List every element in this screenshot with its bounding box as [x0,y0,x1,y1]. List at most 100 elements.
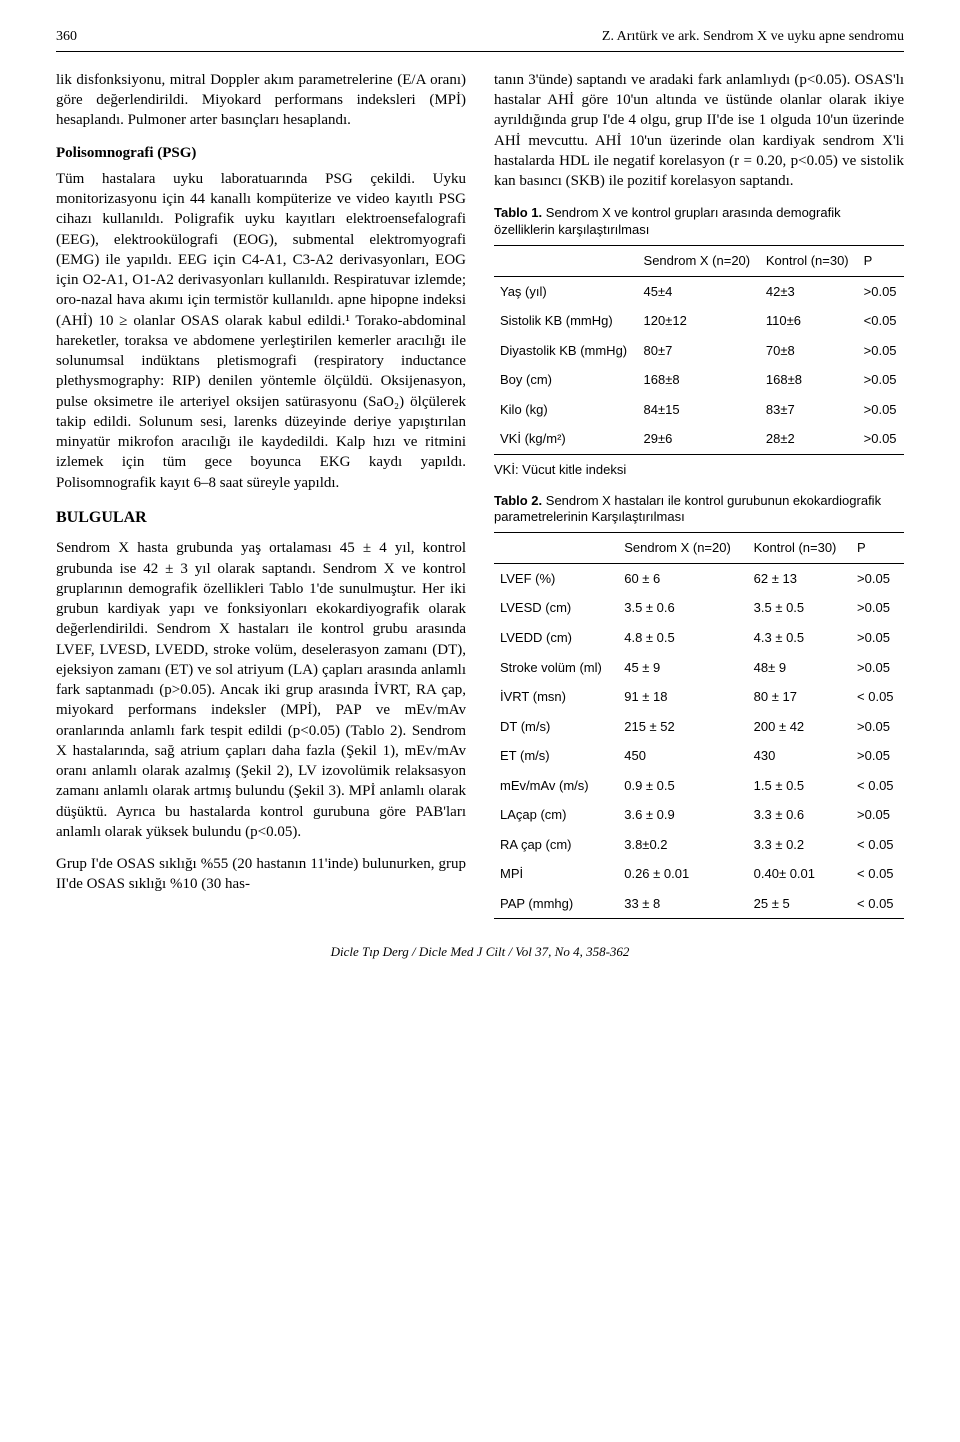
table2-row: LVEDD (cm)4.8 ± 0.54.3 ± 0.5>0.05 [494,623,904,653]
table1-row: Sistolik KB (mmHg)120±12110±6<0.05 [494,306,904,336]
table2-cell: 3.5 ± 0.5 [748,593,851,623]
running-header: 360 Z. Arıtürk ve ark. Sendrom X ve uyku… [56,28,904,47]
table2-cell: İVRT (msn) [494,682,618,712]
table1-footnote: VKİ: Vücut kitle indeksi [494,461,904,479]
table1-row: Diyastolik KB (mmHg)80±770±8>0.05 [494,336,904,366]
table1-cell: 83±7 [760,395,858,425]
table1-cell: 84±15 [638,395,760,425]
table1-cell: >0.05 [858,276,904,306]
table2-cell: >0.05 [851,623,904,653]
table2-cell: 3.8±0.2 [618,830,747,860]
table2-header-cell: Sendrom X (n=20) [618,533,747,564]
table2-cell: 4.3 ± 0.5 [748,623,851,653]
table2-cell: RA çap (cm) [494,830,618,860]
table1-cell: 120±12 [638,306,760,336]
table2-cell: 91 ± 18 [618,682,747,712]
table1-cell: >0.05 [858,424,904,454]
two-column-body: lik disfonksiyonu, mitral Doppler akım p… [56,70,904,920]
table1-cell: VKİ (kg/m²) [494,424,638,454]
table2-header-cell: P [851,533,904,564]
table2-cell: 430 [748,741,851,771]
table2-cell: 4.8 ± 0.5 [618,623,747,653]
table2-row: PAP (mmhg)33 ± 825 ± 5< 0.05 [494,889,904,919]
table2-cell: < 0.05 [851,682,904,712]
table2-cell: 3.6 ± 0.9 [618,800,747,830]
table2-cell: < 0.05 [851,771,904,801]
table2-cell: mEv/mAv (m/s) [494,771,618,801]
table1-row: VKİ (kg/m²)29±628±2>0.05 [494,424,904,454]
table2-row: MPİ0.26 ± 0.010.40± 0.01< 0.05 [494,859,904,889]
left-column: lik disfonksiyonu, mitral Doppler akım p… [56,70,466,920]
table2: Sendrom X (n=20) Kontrol (n=30) P LVEF (… [494,532,904,919]
table2-cell: 48± 9 [748,653,851,683]
table2-cell: 60 ± 6 [618,563,747,593]
table2-cell: 3.3 ± 0.2 [748,830,851,860]
table2-row: İVRT (msn)91 ± 1880 ± 17< 0.05 [494,682,904,712]
table1-cell: 45±4 [638,276,760,306]
table2-cell: >0.05 [851,563,904,593]
table2-cell: >0.05 [851,653,904,683]
table2-cell: >0.05 [851,800,904,830]
table2-cell: LVEDD (cm) [494,623,618,653]
table2-cell: >0.05 [851,593,904,623]
table2-row: LVEF (%)60 ± 662 ± 13>0.05 [494,563,904,593]
table2-cell: 62 ± 13 [748,563,851,593]
table1-caption-text: Sendrom X ve kontrol grupları arasında d… [494,205,841,237]
table2-cell: DT (m/s) [494,712,618,742]
table2-cell: PAP (mmhg) [494,889,618,919]
table1-cell: 168±8 [638,365,760,395]
table2-cell: >0.05 [851,712,904,742]
table2-cell: 33 ± 8 [618,889,747,919]
table1-cell: Boy (cm) [494,365,638,395]
table2-cell: 45 ± 9 [618,653,747,683]
table2-row: LVESD (cm)3.5 ± 0.63.5 ± 0.5>0.05 [494,593,904,623]
table1-cell: 42±3 [760,276,858,306]
table1-row: Boy (cm)168±8168±8>0.05 [494,365,904,395]
table1-cell: Sistolik KB (mmHg) [494,306,638,336]
table1-header-cell: Sendrom X (n=20) [638,246,760,277]
table1-caption-label: Tablo 1. [494,205,542,220]
table1-cell: Kilo (kg) [494,395,638,425]
table2-cell: < 0.05 [851,830,904,860]
table2-cell: < 0.05 [851,859,904,889]
table2-cell: 215 ± 52 [618,712,747,742]
table1-header-row: Sendrom X (n=20) Kontrol (n=30) P [494,246,904,277]
table2-cell: 0.9 ± 0.5 [618,771,747,801]
bulgular-paragraph-1: Sendrom X hasta grubunda yaş ortalaması … [56,538,466,842]
table1-cell: <0.05 [858,306,904,336]
table2-cell: 0.26 ± 0.01 [618,859,747,889]
table1-cell: Diyastolik KB (mmHg) [494,336,638,366]
table2-caption-label: Tablo 2. [494,493,542,508]
bulgular-heading: BULGULAR [56,507,466,529]
table1-cell: >0.05 [858,395,904,425]
intro-paragraph: lik disfonksiyonu, mitral Doppler akım p… [56,70,466,131]
table1-cell: >0.05 [858,365,904,395]
table2-header-cell: Kontrol (n=30) [748,533,851,564]
table1-row: Yaş (yıl)45±442±3>0.05 [494,276,904,306]
table2-cell: MPİ [494,859,618,889]
table2-cell: 450 [618,741,747,771]
table2-cell: >0.05 [851,741,904,771]
table1-cell: 28±2 [760,424,858,454]
table2-row: Stroke volüm (ml)45 ± 948± 9>0.05 [494,653,904,683]
table2-cell: 3.5 ± 0.6 [618,593,747,623]
table1-cell: 168±8 [760,365,858,395]
header-rule [56,51,904,52]
table1-header-cell: P [858,246,904,277]
table1-caption: Tablo 1. Sendrom X ve kontrol grupları a… [494,205,904,239]
table2-cell: LVEF (%) [494,563,618,593]
psg-paragraph: Tüm hastalara uyku laboratuarında PSG çe… [56,169,466,493]
table2-header-cell [494,533,618,564]
table1: Sendrom X (n=20) Kontrol (n=30) P Yaş (y… [494,245,904,455]
page-number: 360 [56,28,77,47]
table2-cell: < 0.05 [851,889,904,919]
table1-row: Kilo (kg)84±1583±7>0.05 [494,395,904,425]
table2-cell: LVESD (cm) [494,593,618,623]
running-title: Z. Arıtürk ve ark. Sendrom X ve uyku apn… [602,28,904,47]
psg-heading: Polisomnografi (PSG) [56,143,466,163]
table2-cell: Stroke volüm (ml) [494,653,618,683]
page-footer: Dicle Tıp Derg / Dicle Med J Cilt / Vol … [56,943,904,961]
table2-caption-text: Sendrom X hastaları ile kontrol gurubunu… [494,493,881,525]
table1-cell: >0.05 [858,336,904,366]
table2-row: ET (m/s)450430>0.05 [494,741,904,771]
